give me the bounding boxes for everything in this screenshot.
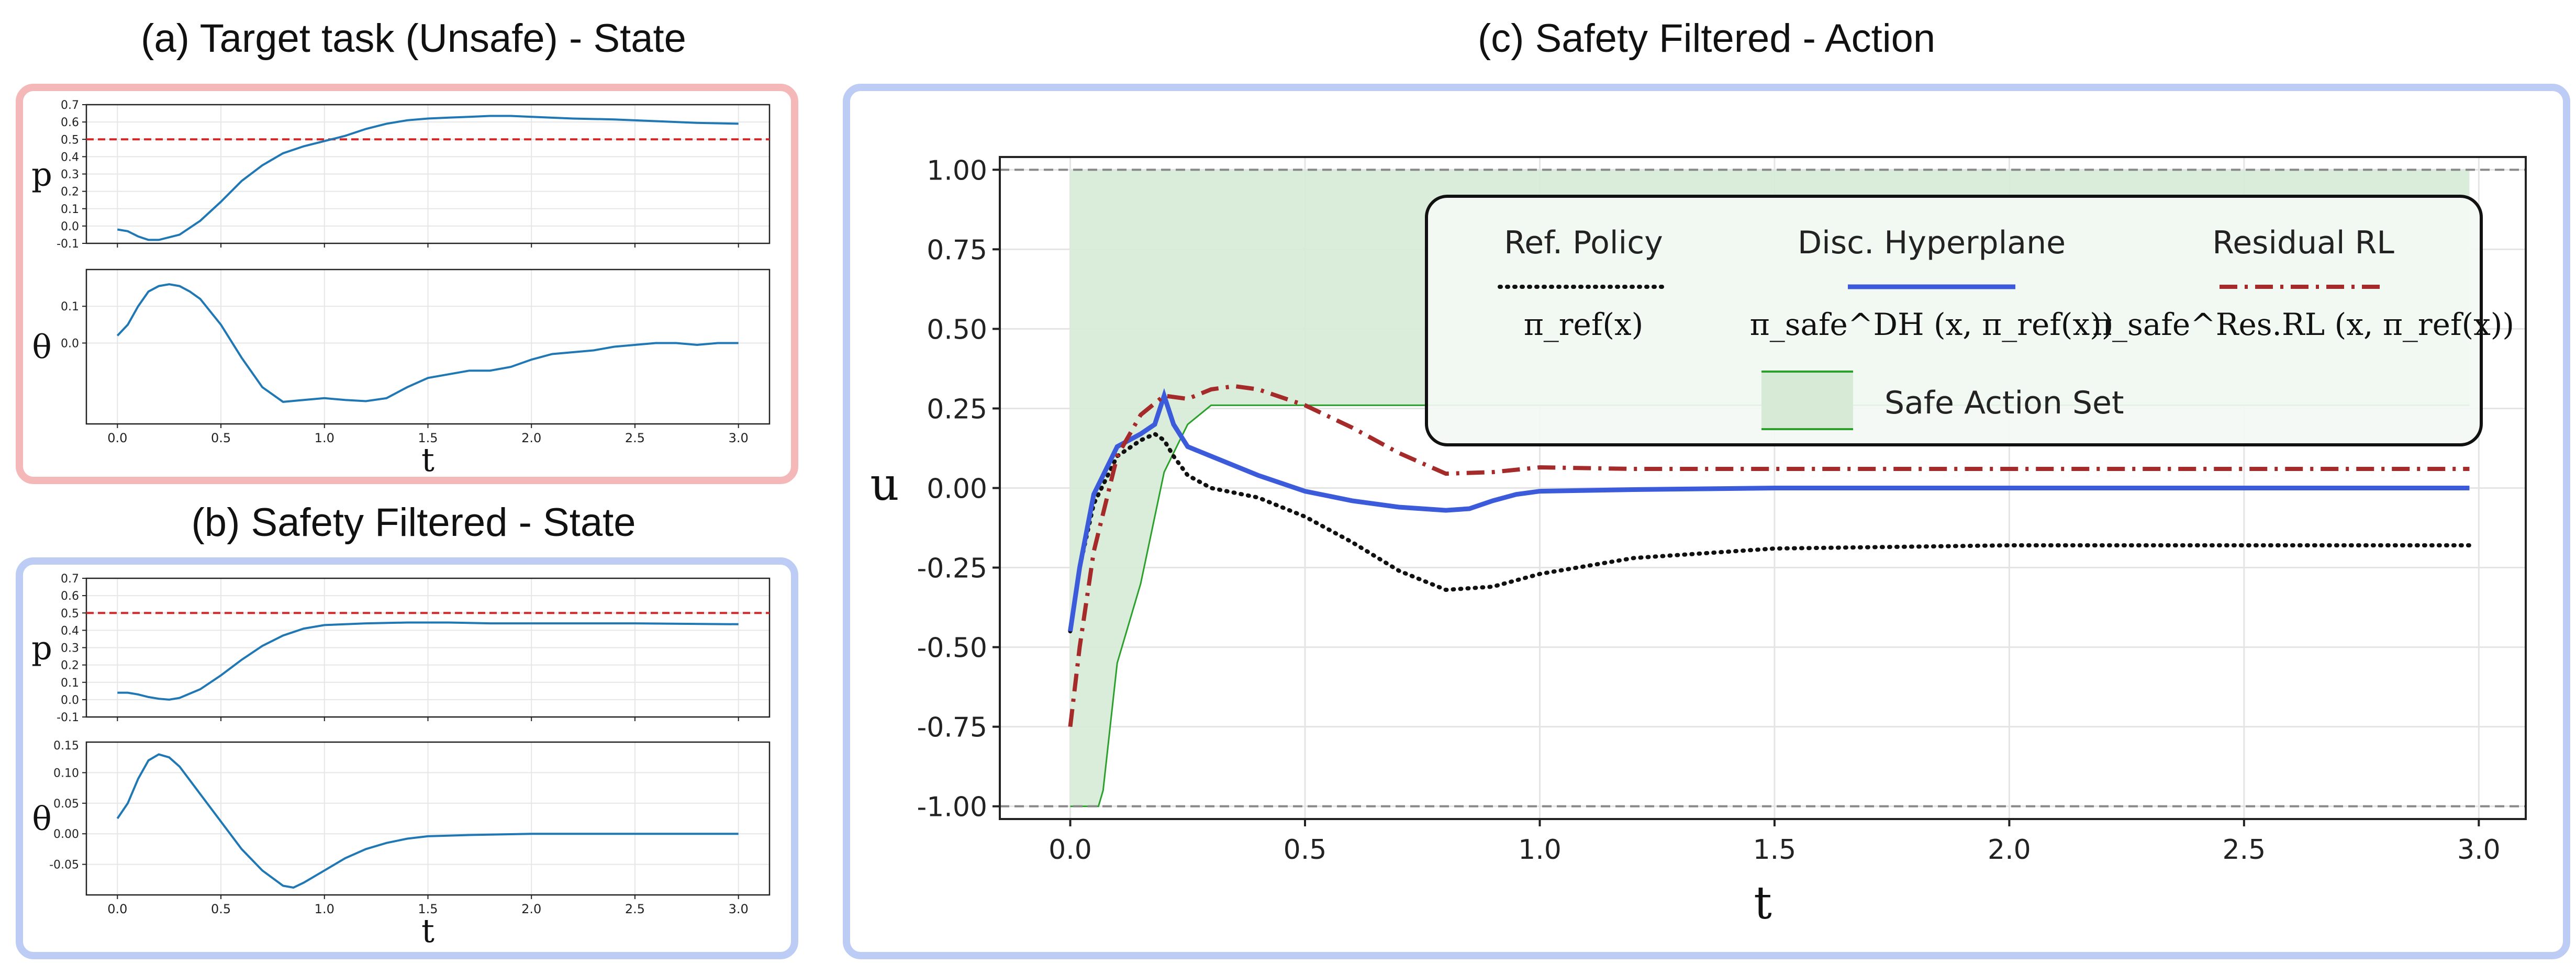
- x-axis-label: t: [1754, 877, 1772, 929]
- y-tick-label: -0.25: [917, 553, 987, 585]
- legend-label: Safe Action Set: [1884, 385, 2124, 421]
- x-tick-label: 2.0: [1988, 834, 2031, 866]
- y-tick-label: 0.2: [61, 186, 79, 199]
- y-tick-label: 0.4: [61, 624, 79, 637]
- state-line: [117, 621, 739, 701]
- legend: Ref. Policy π_ref(x) Disc. Hyperplane π_saf…: [1425, 195, 2514, 446]
- panel-c-title: (c) Safety Filtered - Action: [1477, 16, 1936, 61]
- y-tick-label: 0.6: [61, 590, 79, 603]
- x-tick-label: 2.5: [2222, 834, 2266, 866]
- x-tick-label: 0.0: [107, 431, 127, 445]
- y-tick-label: 0.25: [927, 394, 987, 425]
- y-tick-label: 0.0: [61, 694, 79, 707]
- x-tick-label: 1.0: [315, 431, 334, 445]
- x-tick-label: 0.5: [1284, 834, 1327, 866]
- x-tick-label: 1.5: [1753, 834, 1797, 866]
- legend-label: Disc. Hyperplane: [1798, 225, 2066, 261]
- y-tick-label: 0.3: [61, 169, 79, 182]
- x-tick-label: 1.5: [418, 431, 438, 445]
- y-axis-label: θ: [32, 328, 51, 366]
- y-tick-label: 0.4: [61, 151, 79, 164]
- y-tick-label: 0.0: [61, 220, 79, 233]
- x-axis-label: t: [421, 441, 434, 479]
- y-tick-label: 0.1: [61, 203, 79, 216]
- x-tick-label: 0.5: [211, 902, 231, 916]
- y-tick-label: 0.05: [53, 798, 79, 811]
- y-tick-label: 0.5: [61, 607, 79, 620]
- legend-formula: π_safe^Res.RL (x, π_ref(x)): [2092, 307, 2514, 342]
- legend-safe-set-patch: [1761, 372, 1853, 429]
- y-tick-label: 0.7: [61, 573, 79, 586]
- y-tick-label: 1.00: [927, 155, 987, 186]
- y-tick-label: 0.00: [927, 474, 987, 505]
- x-tick-label: 3.0: [729, 902, 749, 916]
- y-axis-label: θ: [32, 800, 51, 838]
- legend-box: [1425, 195, 2483, 446]
- y-tick-label: 0.15: [53, 739, 79, 753]
- y-tick-label: 0.7: [61, 99, 79, 112]
- state-line: [117, 115, 739, 241]
- y-tick-label: 0.5: [61, 133, 79, 147]
- series-line-solid: [1068, 388, 2470, 632]
- y-axis-label: p: [31, 155, 52, 194]
- panel-a-box: [16, 84, 798, 484]
- x-tick-label: 3.0: [2457, 834, 2501, 866]
- legend-label: Ref. Policy: [1504, 225, 1663, 261]
- legend-formula: π_ref(x): [1524, 307, 1644, 342]
- chart-a-subplot-1: 0.1 0.0 0.0 0.5 1.0 1.5 2.0 2.5 3.0 θ: [32, 268, 771, 445]
- state-line: [116, 283, 739, 403]
- y-tick-label: 0.75: [927, 234, 987, 266]
- x-tick-label: 2.5: [625, 431, 645, 445]
- y-tick-label: -0.1: [57, 238, 79, 251]
- x-tick-label: 1.5: [418, 902, 438, 916]
- x-tick-label: 1.0: [1518, 834, 1562, 866]
- y-tick-label: -0.75: [917, 712, 987, 744]
- x-tick-label: 0.5: [211, 431, 231, 445]
- y-tick-label: 0.1: [61, 677, 79, 690]
- y-axis-label: u: [870, 458, 899, 511]
- chart-b-subplot-0: 0.7 0.6 0.5 0.4 0.3 0.2 0.1 0.0 -0.1 p: [31, 573, 771, 724]
- x-tick-label: 0.0: [107, 902, 127, 916]
- chart-b-subplot-1: 0.10 0.05 0.00 -0.05 0.15 0.0 0.5 1.0 1.5 2.0 2.5 3…: [32, 739, 771, 916]
- y-tick-label: 0.50: [927, 314, 987, 345]
- panel-b-title: (b) Safety Filtered - State: [191, 500, 636, 545]
- y-tick-label: 0.1: [61, 300, 79, 313]
- y-tick-label: 0.2: [61, 659, 79, 672]
- y-tick-label: -1.00: [917, 792, 987, 823]
- panel-a-title: (a) Target task (Unsafe) - State: [141, 16, 686, 61]
- y-tick-label: 0.10: [53, 767, 79, 780]
- x-tick-label: 3.0: [729, 431, 749, 445]
- safe-action-set-lower-edge: [1070, 404, 2470, 808]
- chart-a-subplot-0: 0.7 0.6 0.5 0.4 0.3 0.2 0.1 0.0 -0.1 p: [31, 99, 771, 251]
- state-line: [116, 753, 739, 889]
- x-tick-label: 0.0: [1049, 834, 1092, 866]
- x-tick-label: 2.5: [625, 902, 645, 916]
- y-tick-label: 0.00: [53, 828, 79, 841]
- x-axis-label: t: [421, 912, 434, 950]
- y-tick-label: -0.1: [57, 711, 79, 724]
- y-tick-label: 0.0: [61, 337, 79, 350]
- series-line-dotted: [1068, 431, 2472, 634]
- x-tick-label: 2.0: [521, 431, 541, 445]
- y-tick-label: 0.6: [61, 116, 79, 129]
- y-tick-label: 0.3: [61, 642, 79, 655]
- legend-label: Residual RL: [2212, 225, 2394, 261]
- legend-formula: π_safe^DH (x, π_ref(x)): [1750, 307, 2114, 342]
- x-tick-label: 2.0: [521, 902, 541, 916]
- y-axis-label: p: [31, 629, 52, 667]
- y-tick-label: -0.50: [917, 633, 987, 664]
- series-line-dashdot: [1068, 384, 2470, 727]
- x-tick-label: 1.0: [315, 902, 334, 916]
- y-tick-label: -0.05: [49, 859, 79, 872]
